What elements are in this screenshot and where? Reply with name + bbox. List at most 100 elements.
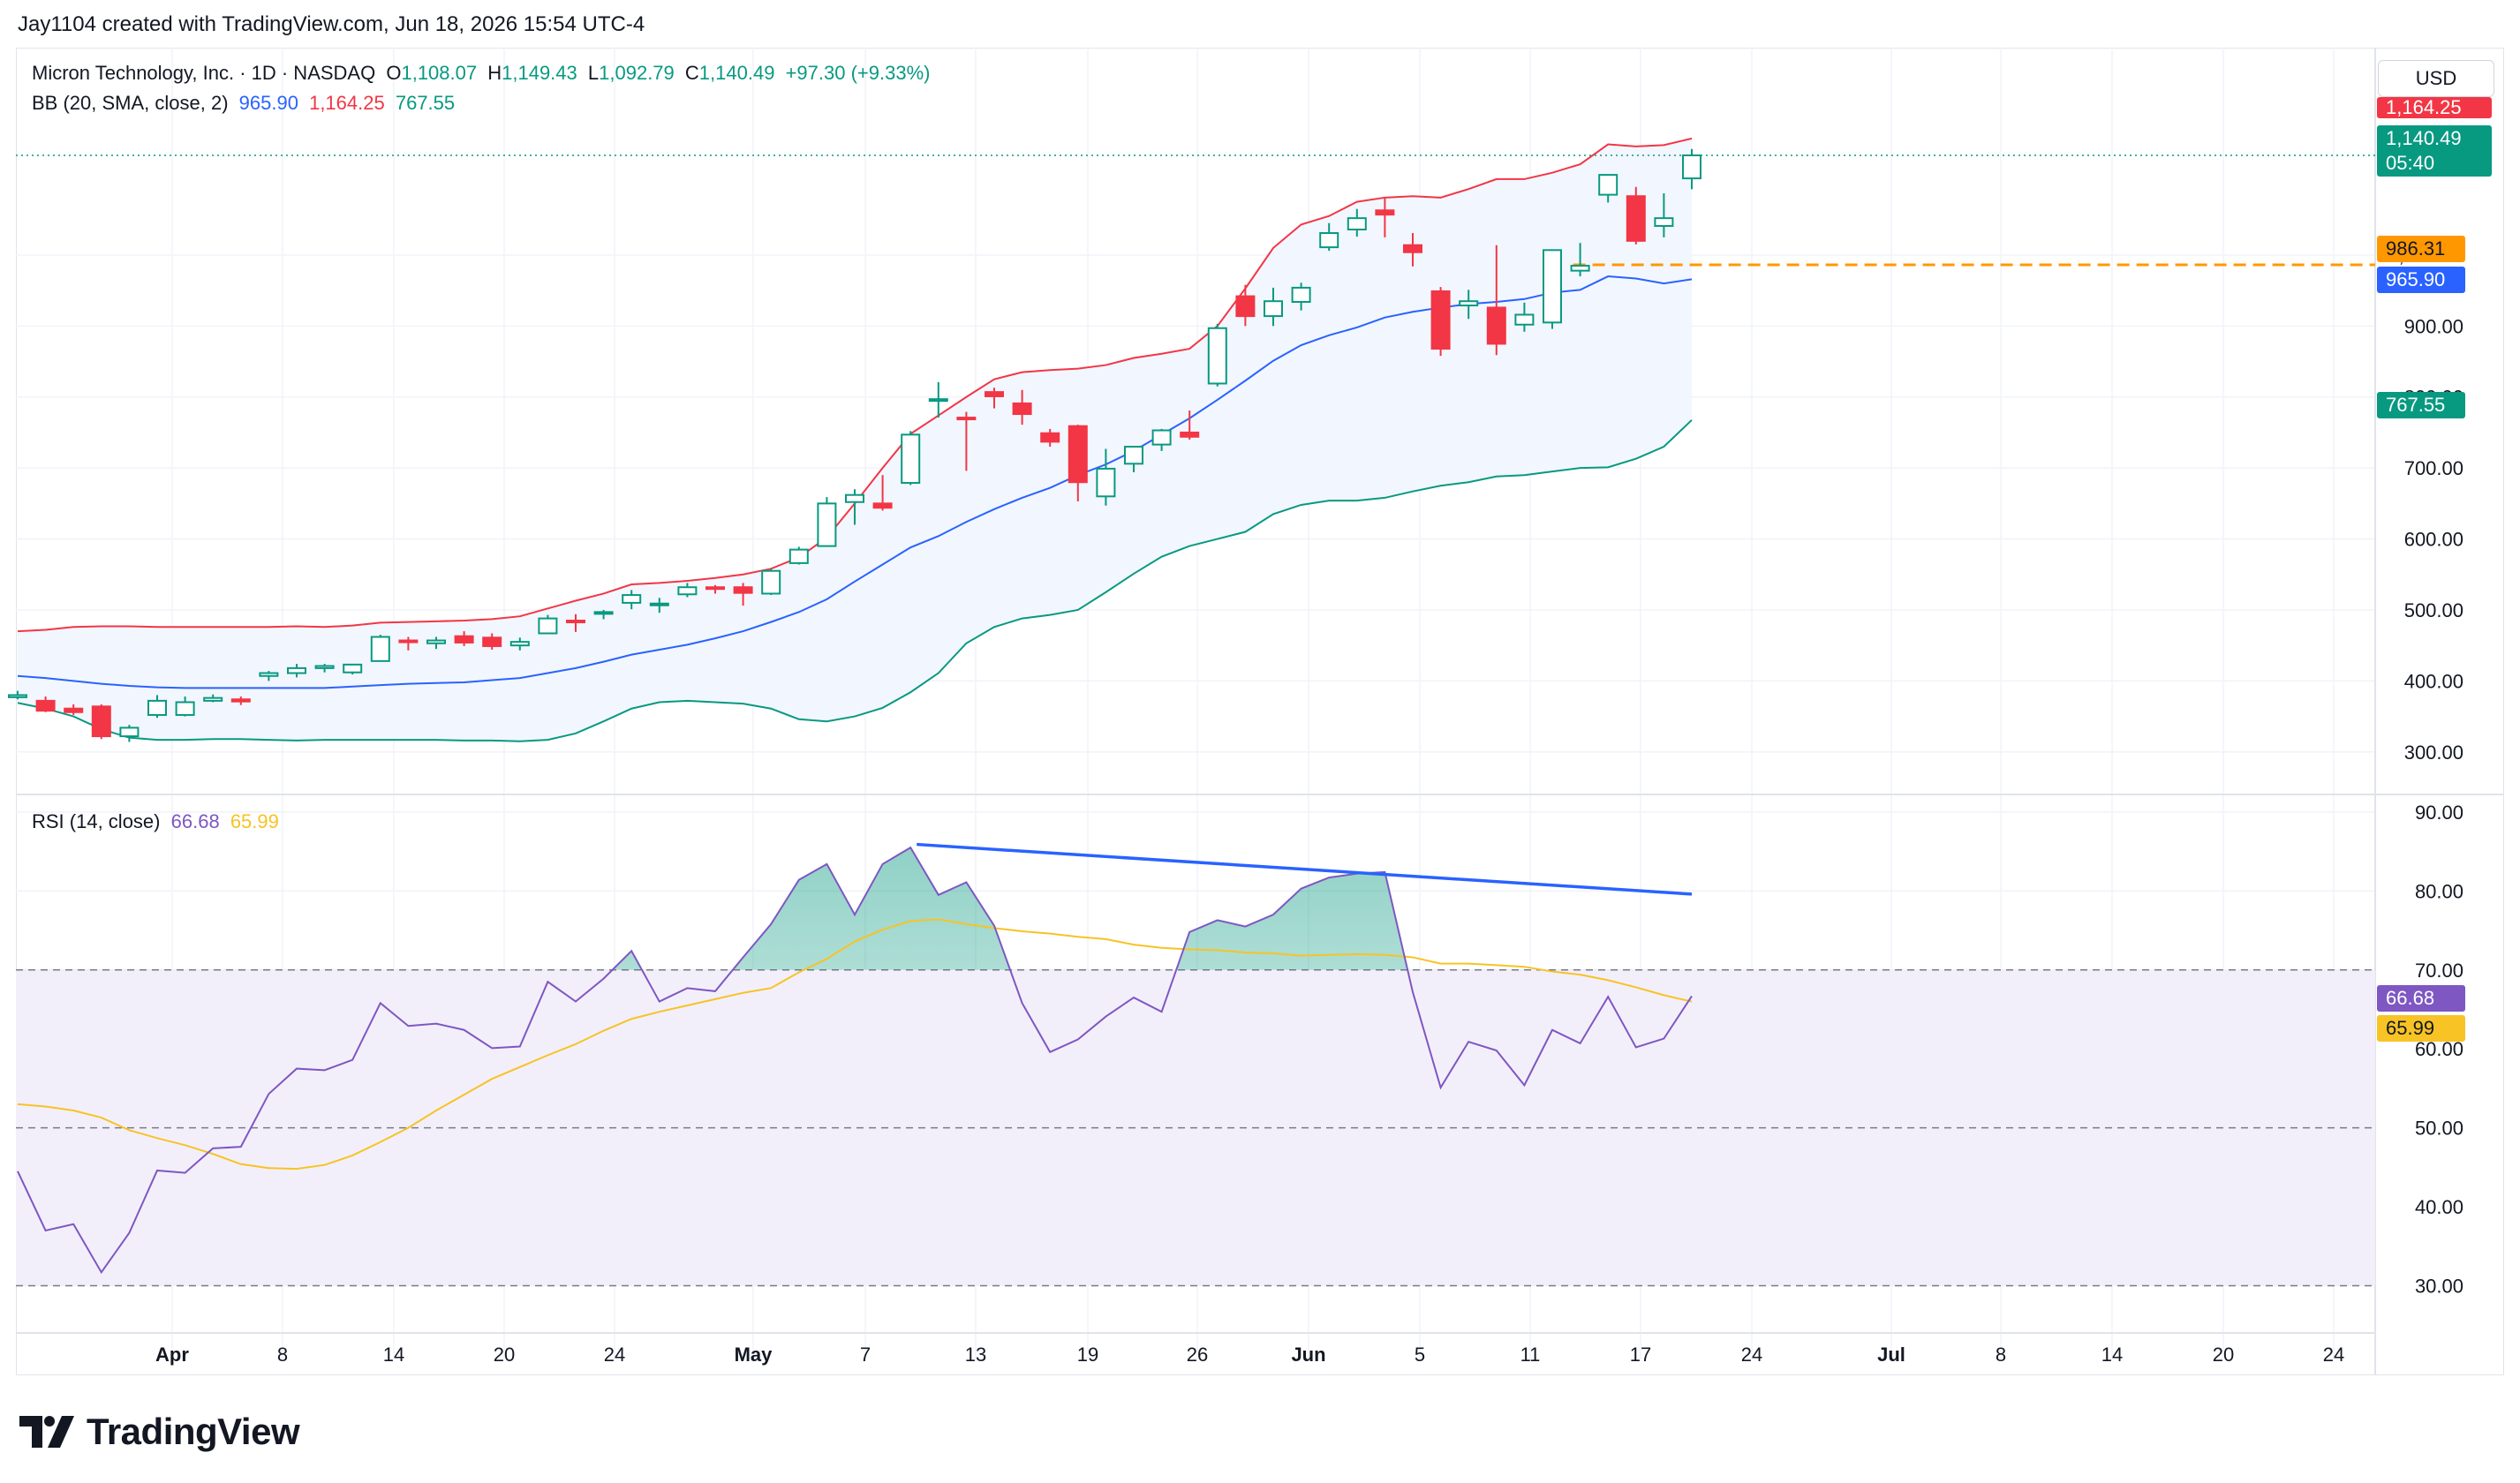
candle <box>1291 282 1311 311</box>
candle <box>203 694 223 703</box>
open-value: 1,108.07 <box>401 62 478 84</box>
candle <box>1264 287 1283 327</box>
candle <box>1207 323 1227 387</box>
bb-upper-value: 1,164.25 <box>309 92 385 114</box>
candle <box>91 704 111 740</box>
candle <box>454 631 474 646</box>
candle-body <box>370 636 390 662</box>
candle-body <box>1654 217 1674 227</box>
time-axis-label: 19 <box>1077 1344 1098 1366</box>
candle-body <box>1151 429 1172 446</box>
time-axis-label: Jun <box>1291 1344 1325 1366</box>
time-axis-label: 20 <box>2213 1344 2234 1366</box>
bb-label[interactable]: BB (20, SMA, close, 2) <box>32 92 229 114</box>
time-axis-label: 11 <box>1520 1344 1541 1366</box>
candle <box>1012 389 1032 425</box>
price-axis-label: 400.00 <box>2404 670 2463 692</box>
candle-body <box>1235 295 1256 318</box>
rsi-trendline <box>917 842 1693 896</box>
candle <box>566 614 585 632</box>
candle <box>1319 222 1339 252</box>
candle-body <box>426 639 446 644</box>
countdown-tag: 05:40 <box>2377 150 2492 177</box>
time-axis-label: 8 <box>1996 1344 2006 1366</box>
time-axis-label: 14 <box>383 1344 404 1366</box>
last-price-tag: 1,140.49 <box>2377 125 2492 152</box>
candle-body <box>1180 431 1200 438</box>
candle-body <box>538 617 558 635</box>
symbol-title[interactable]: Micron Technology, Inc. · 1D · NASDAQ <box>32 62 376 84</box>
candle <box>649 598 669 614</box>
candle-body <box>1598 174 1618 196</box>
candle-body <box>1514 313 1535 326</box>
candle-body <box>872 502 893 509</box>
candle-body <box>761 569 781 595</box>
candle-body <box>509 641 530 647</box>
candle-body <box>259 672 279 677</box>
candle <box>956 411 977 471</box>
candle <box>1235 284 1256 327</box>
candle-body <box>1012 402 1032 416</box>
candle <box>482 633 502 650</box>
rsi-axis-label: 70.00 <box>2415 960 2463 982</box>
bb-basis-value: 965.90 <box>238 92 298 114</box>
candle-body <box>817 502 837 547</box>
time-axis-label: Apr <box>155 1344 189 1366</box>
candle-body <box>593 611 614 615</box>
candle-body <box>566 620 585 624</box>
rsi-overbought-fill <box>18 847 1692 970</box>
rsi-line <box>17 846 1693 1275</box>
rsi-label[interactable]: RSI (14, close) <box>32 810 161 832</box>
candle <box>1543 249 1562 329</box>
open-label: O <box>386 62 402 84</box>
candle <box>8 690 27 700</box>
candle <box>1347 208 1367 237</box>
candle-body <box>845 493 864 503</box>
candle <box>1040 428 1060 448</box>
candle <box>1682 148 1701 190</box>
candle-body <box>1207 327 1227 385</box>
time-axis-label: 5 <box>1415 1344 1425 1366</box>
currency-button[interactable]: USD <box>2378 60 2494 97</box>
time-axis-label: 17 <box>1630 1344 1651 1366</box>
time-axis-label: 14 <box>2101 1344 2123 1366</box>
candle <box>147 695 167 719</box>
candle <box>426 636 446 650</box>
candle-body <box>314 665 335 669</box>
candle-body <box>203 696 223 702</box>
candle <box>1180 410 1200 440</box>
candle <box>1570 243 1590 277</box>
candle <box>733 583 753 606</box>
candle <box>788 546 809 565</box>
candle <box>1654 192 1674 237</box>
rsi-value: 66.68 <box>170 810 220 832</box>
candle <box>1626 186 1646 245</box>
alert-line-tag: 986.31 <box>2377 236 2465 262</box>
candle-body <box>1486 306 1506 345</box>
low-label: L <box>587 62 600 84</box>
time-axis-label: 24 <box>1741 1344 1762 1366</box>
high-value: 1,149.43 <box>502 62 577 84</box>
time-axis-label: 24 <box>604 1344 625 1366</box>
rsi-ma-line <box>17 918 1693 1171</box>
candle-body <box>985 391 1004 397</box>
price-axis-label: 500.00 <box>2404 599 2463 621</box>
candle-body <box>928 398 948 403</box>
candle-body <box>1291 286 1311 304</box>
candle-body <box>1459 300 1479 307</box>
candle-body <box>956 417 977 421</box>
rsi-axis-label: 30.00 <box>2415 1276 2463 1298</box>
bb-fill-area <box>18 138 1692 742</box>
tradingview-logo[interactable]: TradingView <box>19 1411 300 1453</box>
candle <box>538 614 558 635</box>
rsi-axis-label: 90.00 <box>2415 802 2463 824</box>
candle <box>509 637 530 651</box>
candle <box>593 609 614 620</box>
price-axis-label: 300.00 <box>2404 742 2463 764</box>
candle <box>1459 290 1479 320</box>
time-axis-label: 24 <box>2323 1344 2344 1366</box>
candle-body <box>287 666 306 674</box>
tradingview-logo-icon <box>19 1416 74 1448</box>
candle-body <box>1403 244 1422 253</box>
